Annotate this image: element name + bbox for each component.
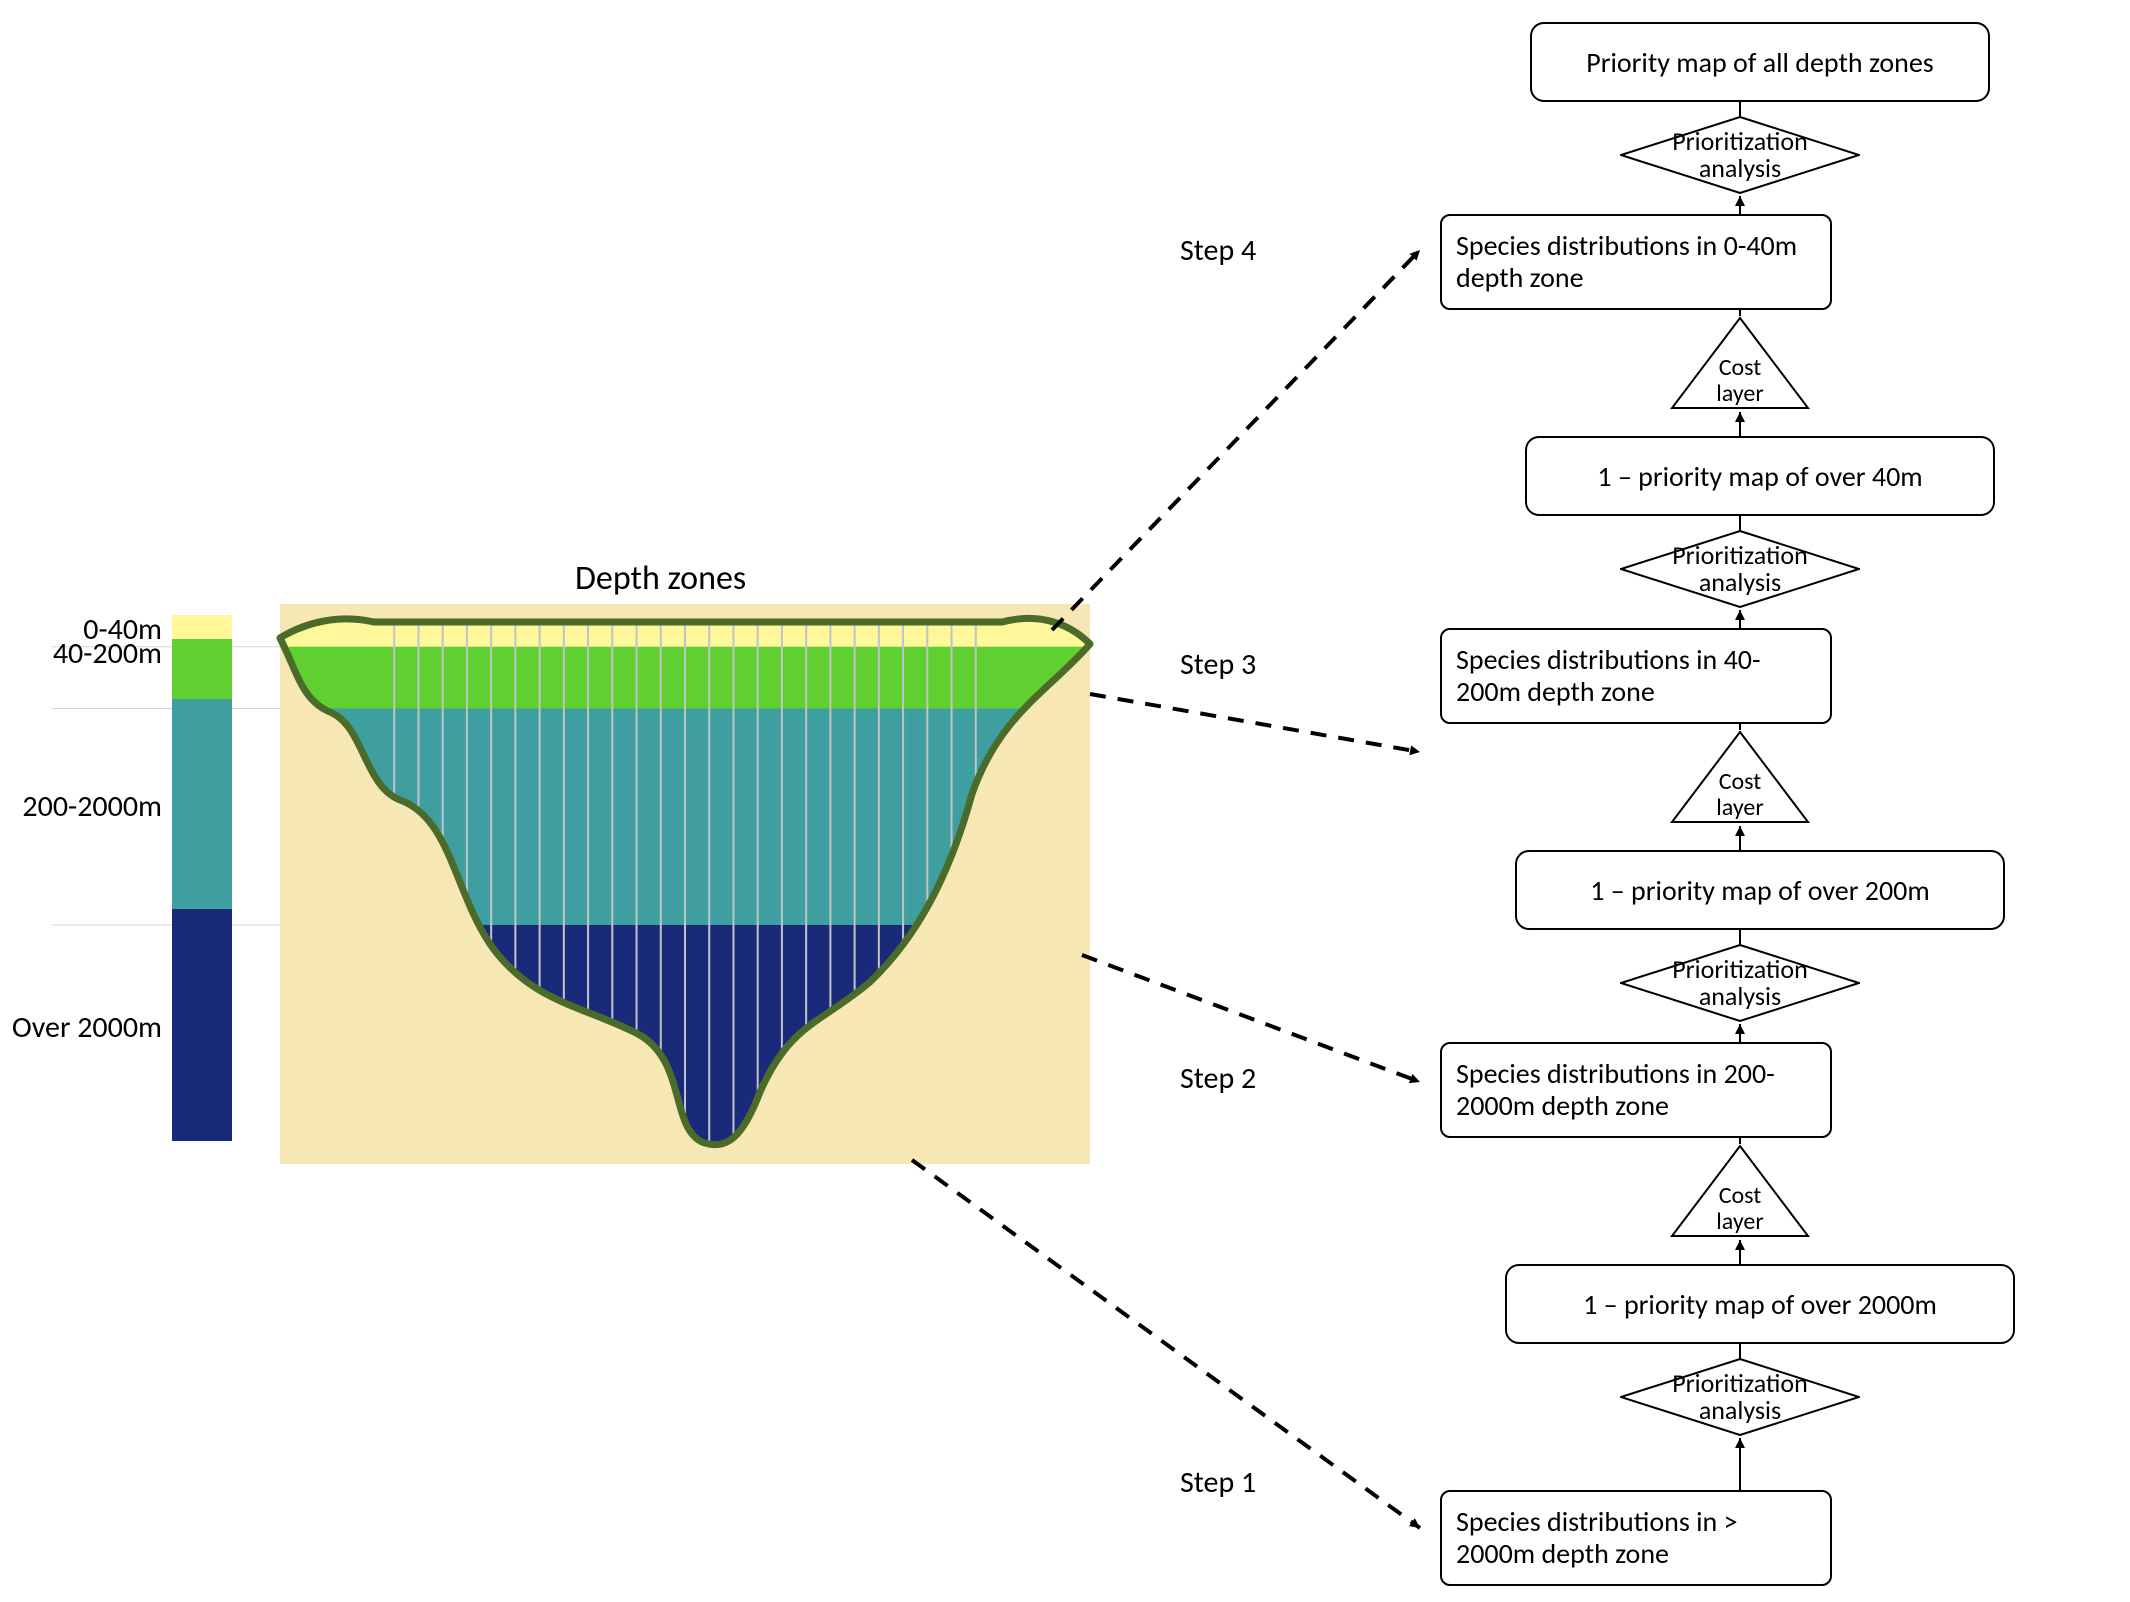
flow-pa2-label: Prioritizationanalysis: [1620, 956, 1860, 1011]
flow-pm200: 1 – priority map of over 200m: [1515, 850, 2005, 930]
flow-pa3: Prioritizationanalysis: [1620, 530, 1860, 608]
flow-pa4: Prioritizationanalysis: [1620, 116, 1860, 194]
flow-cl4-label: Costlayer: [1670, 355, 1810, 405]
flow-cl2: Costlayer: [1670, 1144, 1810, 1238]
flow-sd4: Species distributions in 0-40m depth zon…: [1440, 214, 1832, 310]
flow-top: Priority map of all depth zones: [1530, 22, 1990, 102]
legend-label-2: 200-2000m: [0, 788, 162, 825]
flow-pa2: Prioritizationanalysis: [1620, 944, 1860, 1022]
flow-sd3: Species distributions in 40-200m depth z…: [1440, 628, 1832, 724]
step-label-3: Step 3: [1180, 646, 1256, 683]
flow-pa4-label: Prioritizationanalysis: [1620, 128, 1860, 183]
flow-cl3-label: Costlayer: [1670, 769, 1810, 819]
flow-pa1-label: Prioritizationanalysis: [1620, 1370, 1860, 1425]
flow-cl3: Costlayer: [1670, 730, 1810, 824]
step-label-1: Step 1: [1180, 1464, 1256, 1501]
step-label-2: Step 2: [1180, 1060, 1256, 1097]
depth-zones-title: Depth zones: [575, 558, 746, 599]
flow-cl2-label: Costlayer: [1670, 1183, 1810, 1233]
flow-pm2000: 1 – priority map of over 2000m: [1505, 1264, 2015, 1344]
legend-label-1: 40-200m: [0, 635, 162, 672]
flow-pm40: 1 – priority map of over 40m: [1525, 436, 1995, 516]
flow-pa1: Prioritizationanalysis: [1620, 1358, 1860, 1436]
flow-sd1: Species distributions in > 2000m depth z…: [1440, 1490, 1832, 1586]
flow-sd2: Species distributions in 200-2000m depth…: [1440, 1042, 1832, 1138]
legend-label-3: Over 2000m: [0, 1009, 162, 1046]
flow-cl4: Costlayer: [1670, 316, 1810, 410]
flow-pa3-label: Prioritizationanalysis: [1620, 542, 1860, 597]
step-label-4: Step 4: [1180, 232, 1256, 269]
